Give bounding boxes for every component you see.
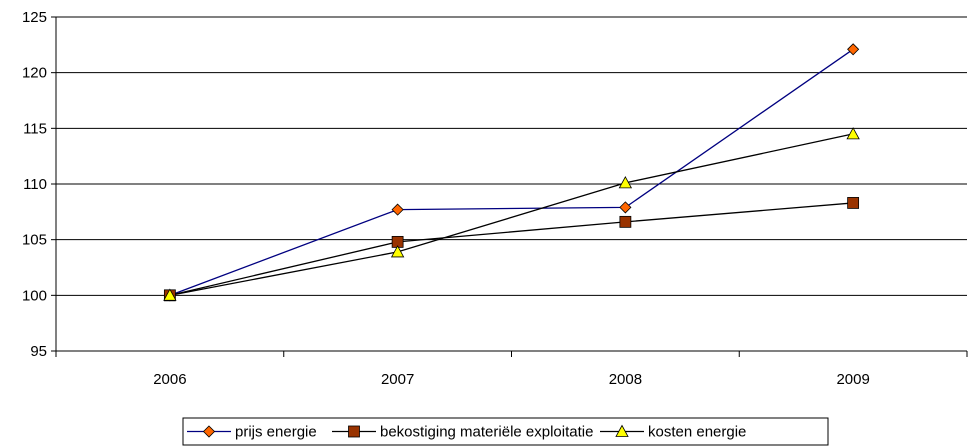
y-tick-label: 110	[23, 176, 47, 193]
y-tick-label: 125	[22, 9, 47, 26]
data-point-triangle	[390, 245, 405, 258]
data-point-square	[619, 215, 632, 228]
data-point-diamond	[847, 43, 860, 56]
x-tick-label: 2007	[381, 371, 414, 388]
x-tick-label: 2009	[836, 371, 869, 388]
y-tick-label: 115	[23, 120, 47, 137]
data-point-triangle	[618, 176, 633, 189]
data-point-triangle	[163, 288, 177, 301]
series-line-2	[169, 133, 854, 296]
series-line-0	[169, 48, 854, 296]
legend-marker-diamond	[202, 425, 216, 438]
data-point-square	[847, 197, 860, 209]
legend: prijs energie bekostiging materiële explo…	[182, 417, 829, 446]
y-tick-labels: 95 100 105 110 115 120 125	[22, 9, 47, 360]
legend-label: kosten energie	[648, 424, 746, 441]
axes	[51, 16, 968, 357]
x-tick-label: 2006	[153, 371, 186, 388]
y-tick-label: 105	[22, 232, 47, 249]
series-line-1	[169, 202, 854, 296]
series-layer	[163, 43, 860, 302]
legend-box	[182, 417, 829, 446]
x-tick-labels: 2006 2007 2008 2009	[153, 371, 870, 388]
gridlines	[56, 16, 967, 352]
legend-marker-triangle	[615, 424, 629, 437]
x-tick-label: 2008	[609, 371, 642, 388]
y-tick-label: 100	[22, 287, 47, 304]
data-point-diamond	[619, 201, 632, 214]
legend-marker-square	[348, 425, 360, 438]
legend-label: prijs energie	[235, 424, 317, 441]
y-tick-label: 95	[30, 343, 47, 360]
data-point-diamond	[391, 203, 404, 216]
legend-label: bekostiging materiële exploitatie	[380, 424, 593, 441]
y-tick-label: 120	[22, 65, 47, 82]
data-point-triangle	[846, 127, 860, 140]
